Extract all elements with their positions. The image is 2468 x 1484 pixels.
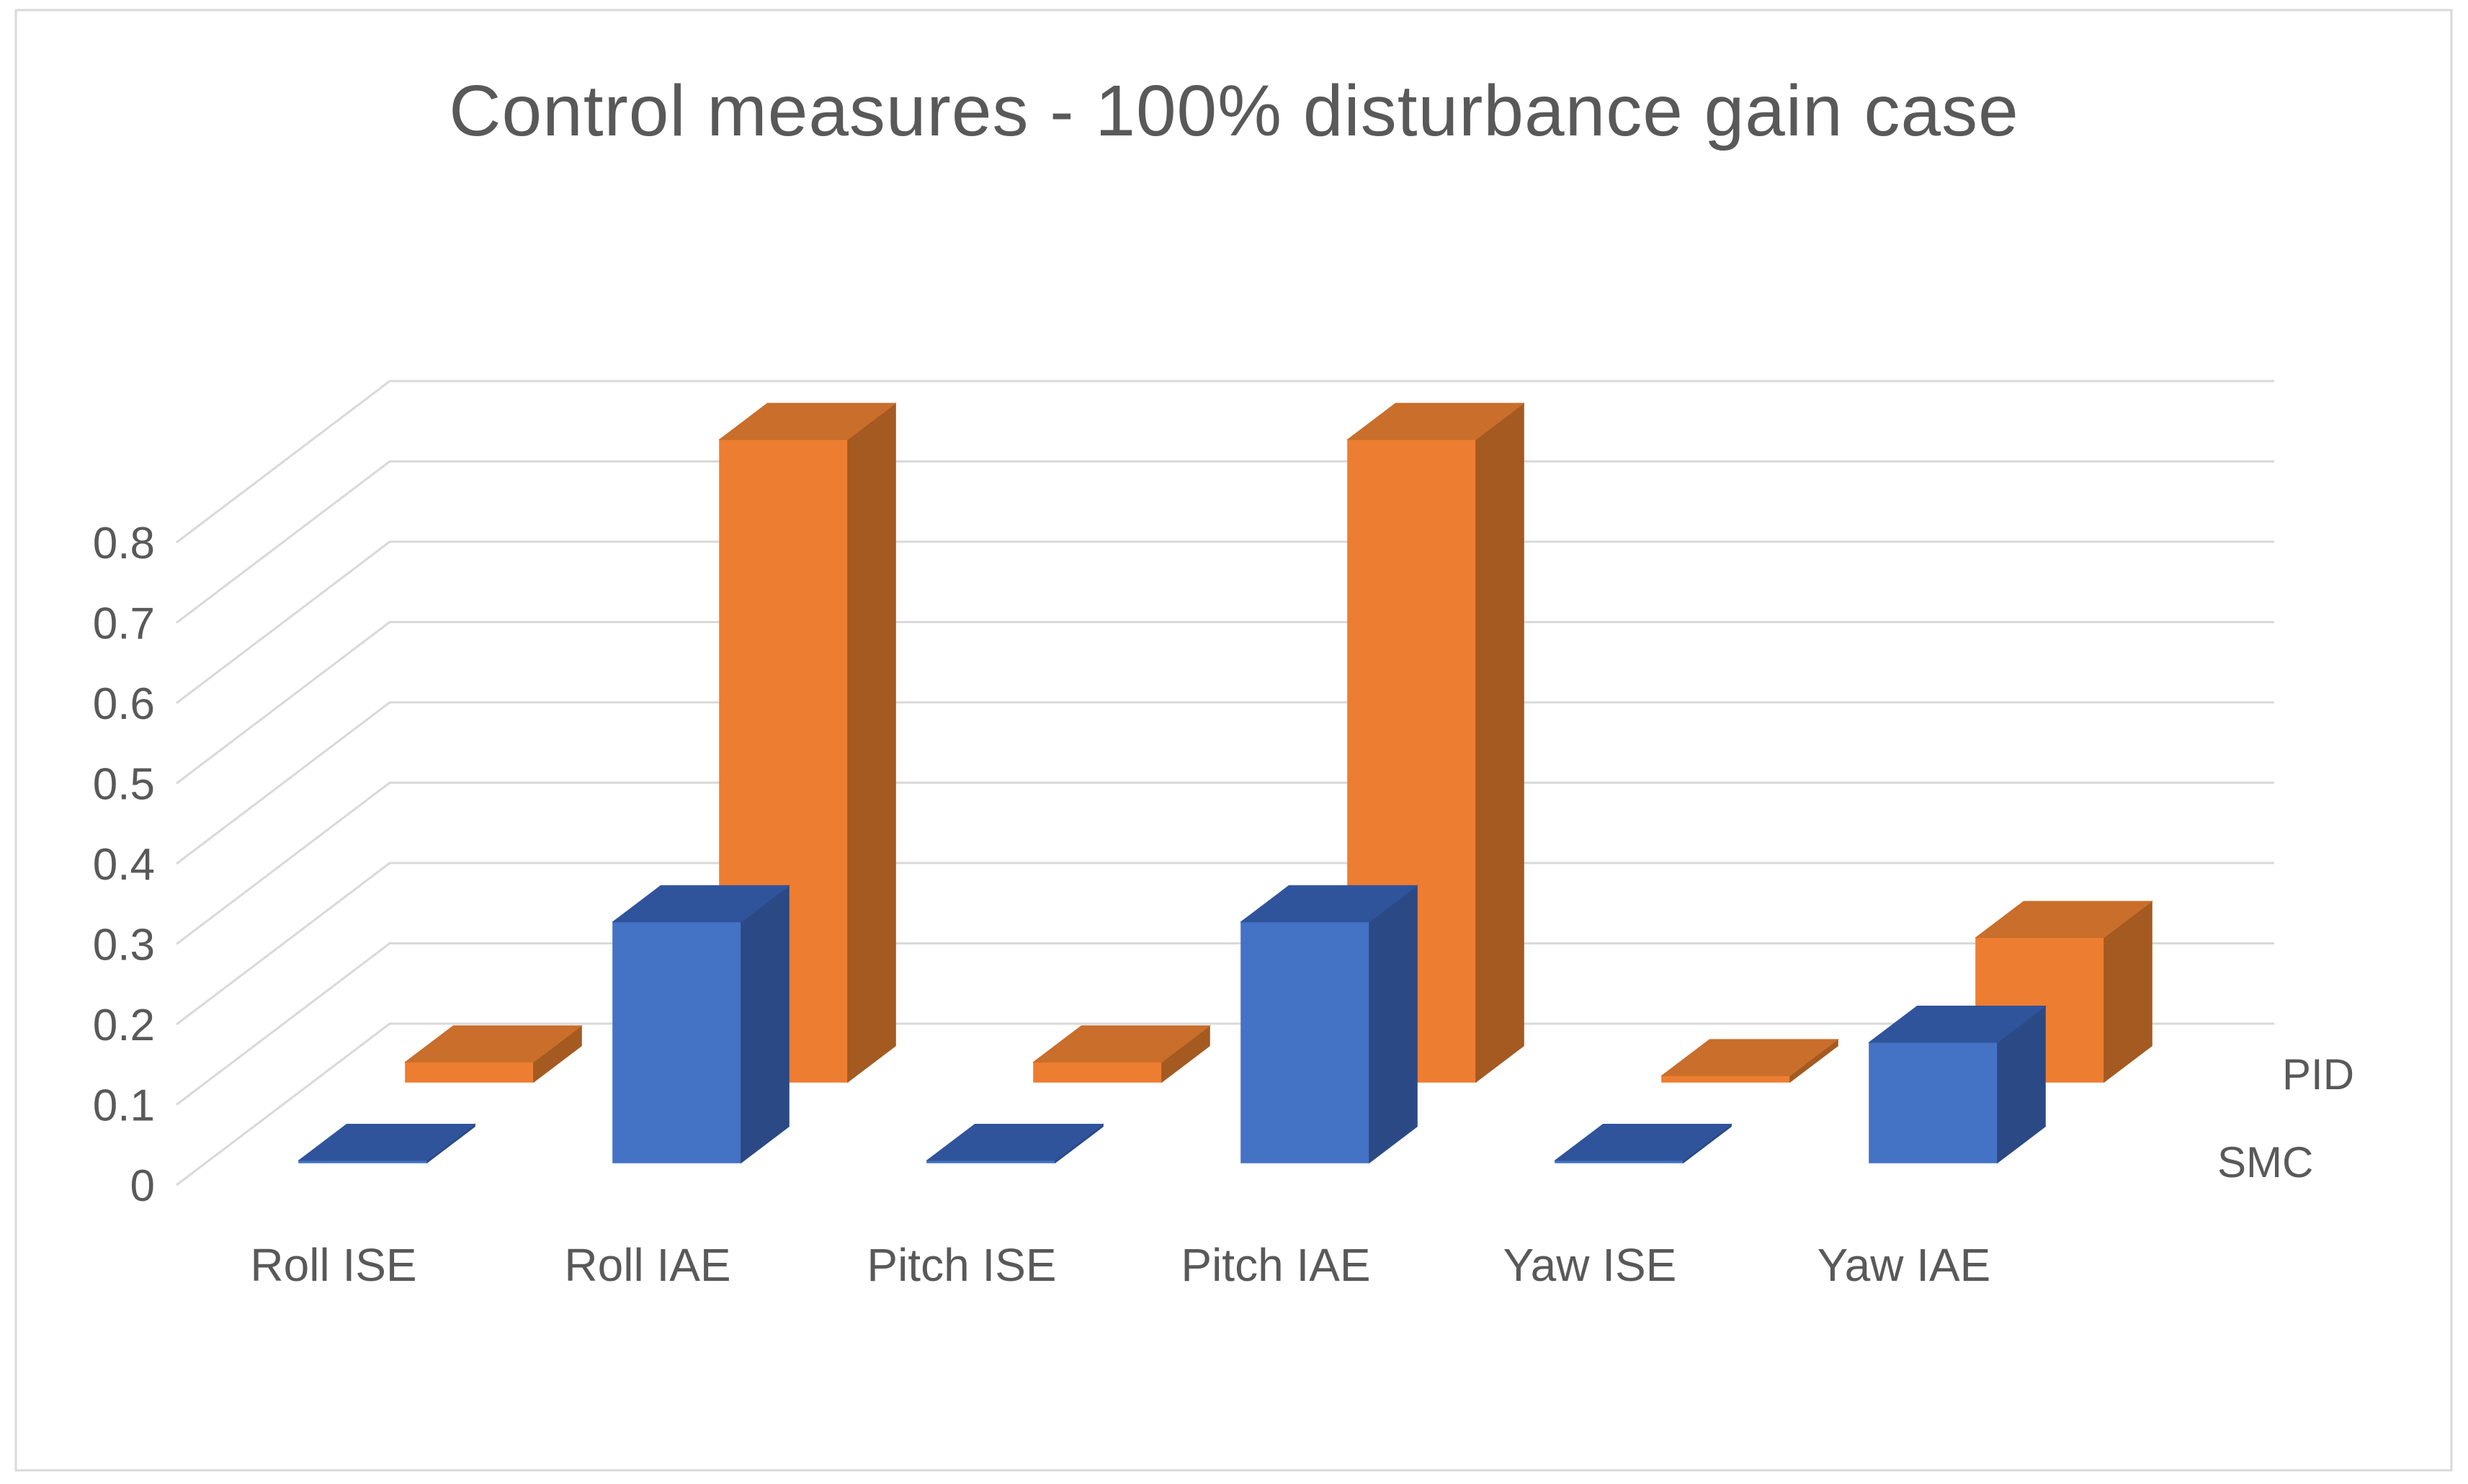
bar-pid-pitch-iae — [1346, 402, 1525, 1083]
bar-smc-roll-ise — [298, 1123, 476, 1164]
bar-pid-pitch-ise — [1032, 1024, 1211, 1083]
bar-top-face — [1554, 1123, 1732, 1161]
bar-smc-roll-iae — [612, 885, 790, 1164]
bar-front-face — [1240, 921, 1370, 1163]
y-axis-tick-label: 0.7 — [93, 599, 155, 649]
bar-front-face — [1869, 1042, 1998, 1163]
gridline-0.8 — [176, 380, 2274, 544]
gridline-0.4 — [176, 701, 2274, 865]
gridline-0.6 — [176, 540, 2274, 705]
x-axis-category-label: Pitch ISE — [867, 1239, 1056, 1291]
gridline-0.1 — [176, 942, 2274, 1106]
bar-top-face — [1240, 885, 1418, 923]
bar-smc-yaw-ise — [1554, 1123, 1732, 1164]
bar-front-face — [1033, 1061, 1163, 1083]
y-axis-tick-label: 0.5 — [93, 760, 155, 810]
bar-top-face — [612, 885, 790, 923]
y-axis-tick-label: 0.8 — [93, 519, 155, 568]
bar-pid-yaw-ise — [1660, 1038, 1839, 1083]
chart-title-layer: Control measures - 100% disturbance gain… — [449, 71, 2018, 151]
x-axis-category-label: Yaw IAE — [1818, 1239, 1991, 1291]
bar-side-face — [1369, 885, 1418, 1164]
bar-top-face — [926, 1123, 1104, 1161]
gridline-0.7 — [176, 460, 2274, 624]
chart-frame-layer — [14, 9, 2453, 1472]
bar-smc-yaw-iae — [1868, 1005, 2047, 1164]
bar-smc-pitch-ise — [926, 1123, 1104, 1164]
bar-pid-roll-ise — [404, 1024, 583, 1083]
bar-side-face — [847, 402, 896, 1083]
axis-labels-layer: 0 0.1 0.2 0.3 0.4 0.5 0.6 0.7 0.8 Roll ISE Roll IA… — [93, 519, 2354, 1291]
x-axis-category-label: Yaw ISE — [1503, 1239, 1677, 1291]
bar-top-face — [1032, 1025, 1211, 1063]
gridline-0.5 — [176, 621, 2274, 785]
bar-top-face — [1975, 900, 2153, 938]
bar-top-face — [1868, 1006, 2047, 1043]
gridline-0.2 — [176, 862, 2274, 1026]
y-axis-tick-label: 0.3 — [93, 921, 155, 970]
bar-side-face — [1475, 402, 1524, 1083]
bar-front-face — [612, 921, 742, 1163]
series-axis-label-pid: PID — [2282, 1050, 2354, 1099]
y-axis-tick-label: 0 — [130, 1161, 155, 1211]
x-axis-category-label: Roll IAE — [564, 1239, 730, 1291]
bar-smc-pitch-iae — [1240, 885, 1418, 1164]
series-axis-label-smc: SMC — [2217, 1138, 2313, 1186]
bar-front-face — [405, 1061, 535, 1083]
bar-top-face — [404, 1025, 583, 1063]
y-axis-tick-label: 0.6 — [93, 679, 155, 729]
bar-front-face — [926, 1160, 1056, 1163]
bar-front-face — [1661, 1075, 1791, 1083]
bar-top-face — [718, 403, 897, 440]
gridline-0 — [176, 1022, 2274, 1186]
bar-top-face — [1660, 1039, 1839, 1076]
y-axis-tick-label: 0.2 — [93, 1001, 155, 1050]
y-axis-tick-label: 0.1 — [93, 1081, 155, 1131]
bars-layer — [298, 402, 2153, 1164]
y-axis-tick-label: 0.4 — [93, 840, 155, 890]
x-axis-category-label: Roll ISE — [250, 1239, 416, 1291]
bar-side-face — [741, 885, 790, 1164]
bar-top-face — [298, 1123, 476, 1161]
page-border — [14, 9, 2453, 1472]
gridlines-layer — [176, 380, 2274, 1186]
bar-top-face — [1346, 403, 1525, 440]
bar-front-face — [298, 1160, 428, 1163]
chart-title: Control measures - 100% disturbance gain… — [449, 71, 2018, 151]
x-axis-category-label: Pitch IAE — [1181, 1239, 1370, 1291]
bar-front-face — [1555, 1160, 1684, 1163]
gridline-0.3 — [176, 782, 2274, 945]
